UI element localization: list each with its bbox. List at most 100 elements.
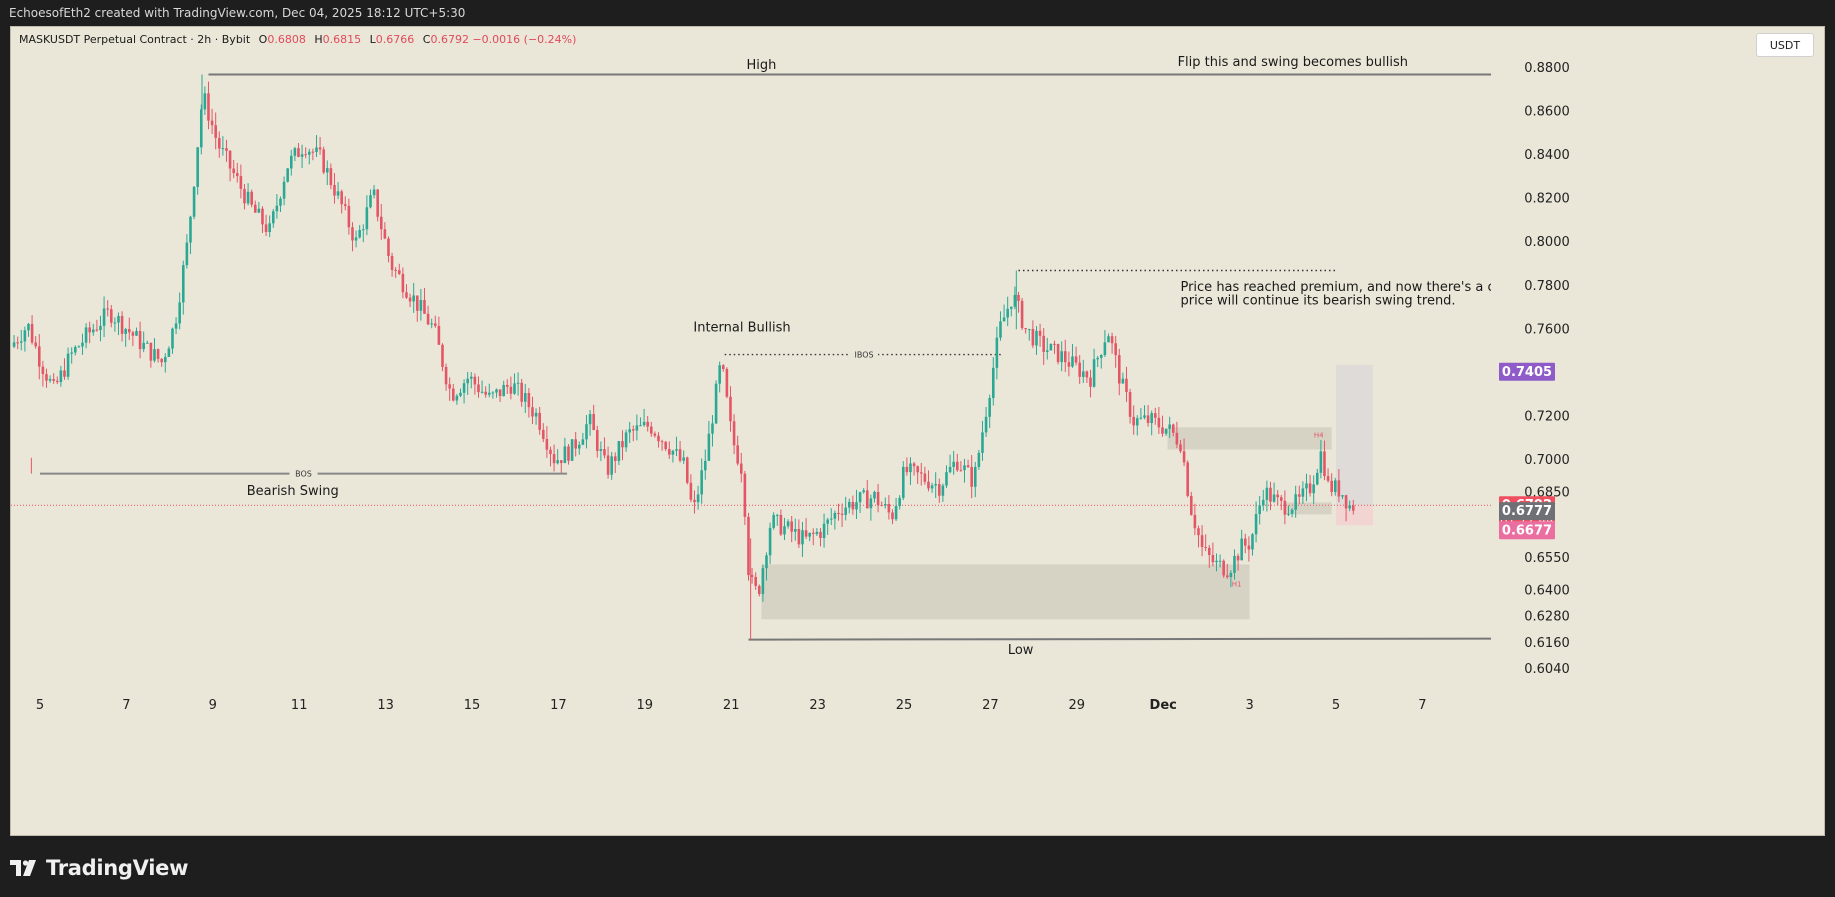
high-text: High <box>746 58 776 73</box>
candle <box>397 263 401 276</box>
candle-body <box>282 181 286 199</box>
candle-body <box>1153 413 1157 418</box>
y-tick-label: 0.8800 <box>1524 61 1570 76</box>
candle <box>1344 494 1348 522</box>
candle <box>797 519 801 548</box>
candle <box>966 459 970 468</box>
candle <box>574 431 577 457</box>
candle-body <box>293 148 297 156</box>
candle <box>333 173 336 204</box>
symbol-legend: MASKUSDT Perpetual Contract · 2h · Bybit… <box>19 33 576 46</box>
candle <box>642 408 646 427</box>
candle-body <box>973 466 977 487</box>
candle <box>621 430 624 461</box>
candle-body <box>415 295 419 311</box>
candle-body <box>390 255 394 270</box>
candle <box>408 293 412 308</box>
candle <box>905 457 909 476</box>
candle-body <box>34 342 37 347</box>
candle <box>1096 355 1099 368</box>
candle <box>1229 570 1233 588</box>
x-tick-label: 21 <box>723 698 740 713</box>
candle-body <box>966 465 970 468</box>
candle-body <box>567 446 570 461</box>
candle-body <box>81 342 84 347</box>
candle-body <box>109 309 113 323</box>
symbol-name: MASKUSDT Perpetual Contract · 2h · Bybit <box>19 33 251 46</box>
candle-body <box>135 330 138 336</box>
candle-body <box>487 392 491 395</box>
candle-body <box>959 470 963 472</box>
candle-body <box>862 490 865 493</box>
candle <box>243 184 246 210</box>
candle-body <box>1207 547 1211 556</box>
candle-body <box>930 485 934 489</box>
candle-body <box>441 344 444 367</box>
candle-body <box>1312 484 1315 494</box>
candle-body <box>387 238 390 256</box>
candle <box>1207 544 1211 568</box>
candle <box>27 322 30 337</box>
x-tick-label: 25 <box>896 698 913 713</box>
candle-body <box>1074 356 1078 363</box>
candle-body <box>649 426 653 434</box>
candle <box>307 148 311 165</box>
candle-body <box>1265 487 1269 500</box>
candle <box>718 361 721 393</box>
candle-body <box>887 503 891 513</box>
chart-panel[interactable]: H1 H4 BOS IBOS High Flip this and swing becom… <box>10 26 1825 836</box>
candle-body <box>473 376 477 385</box>
candle-body <box>477 384 480 393</box>
candle-body <box>747 516 750 576</box>
price-chart[interactable]: H1 H4 BOS IBOS High Flip this and swing becom… <box>11 27 1825 836</box>
candle-body <box>271 211 275 224</box>
x-tick-label: 3 <box>1245 698 1253 713</box>
candle <box>588 410 592 436</box>
close-value: 0.6792 <box>430 33 469 46</box>
candle <box>880 501 883 507</box>
candle <box>790 515 793 543</box>
candle <box>563 437 567 464</box>
candle-body <box>736 445 739 464</box>
candle <box>16 336 19 350</box>
candle <box>1197 525 1200 548</box>
y-tick-label: 0.8600 <box>1524 105 1570 120</box>
ibos-label-bg <box>850 348 879 360</box>
candle-body <box>369 195 372 208</box>
candle <box>448 377 451 401</box>
candle <box>1031 320 1035 349</box>
candle <box>491 391 495 399</box>
candle <box>336 182 340 200</box>
candle-body <box>1117 355 1121 384</box>
candle-body <box>660 441 664 443</box>
candle-body <box>1053 343 1056 345</box>
candle-body <box>577 444 581 449</box>
currency-button[interactable]: USDT <box>1756 33 1814 57</box>
candle-body <box>804 530 808 537</box>
candle-body <box>354 237 358 241</box>
candle-body <box>1283 500 1287 515</box>
candle <box>1301 481 1305 504</box>
candle-body <box>621 441 624 448</box>
high-label: H <box>314 33 323 46</box>
candle-body <box>1204 546 1207 548</box>
candle <box>1315 468 1319 486</box>
candle <box>1276 489 1279 506</box>
candle <box>556 449 559 465</box>
candle-body <box>379 216 383 230</box>
candle-body <box>876 491 880 506</box>
candle <box>45 368 48 388</box>
candle-body <box>1323 451 1326 477</box>
candle-body <box>361 229 365 231</box>
candle-body <box>999 321 1002 338</box>
candle <box>88 321 91 344</box>
candle <box>1117 348 1121 396</box>
candle <box>937 478 941 503</box>
ibos-label: IBOS <box>854 351 873 360</box>
candle-body <box>505 384 509 387</box>
candle <box>1233 549 1236 580</box>
candle <box>603 437 606 459</box>
candle <box>811 528 815 546</box>
candle-body <box>873 491 876 499</box>
candle-body <box>289 155 293 169</box>
